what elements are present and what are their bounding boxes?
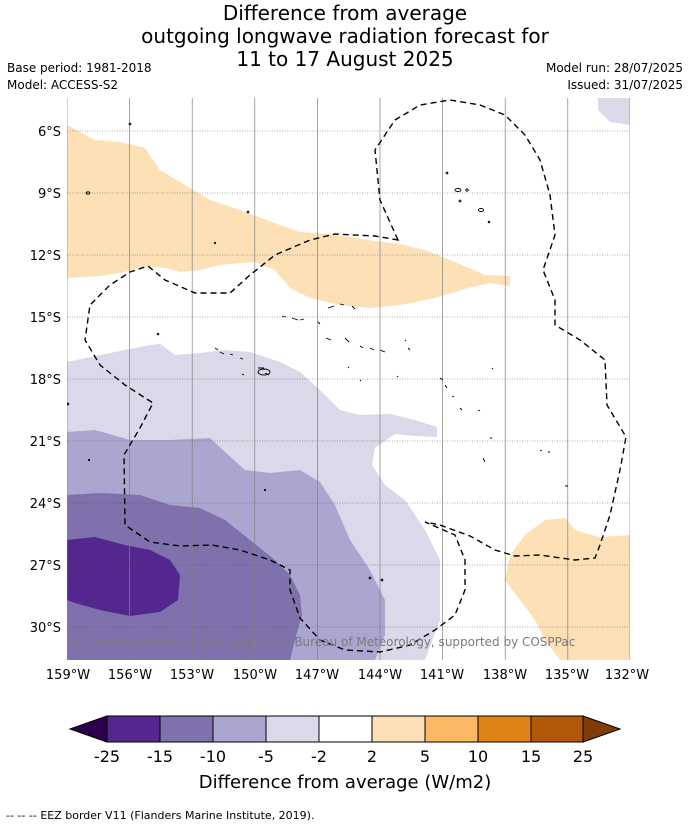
lat-tick-label: 9°S <box>38 187 61 202</box>
colorbar-segment <box>477 715 532 743</box>
colorbar-over-arrow <box>582 715 622 743</box>
lat-tick-label: 6°S <box>38 125 61 140</box>
title-line-1: Difference from average <box>222 1 468 25</box>
latitude-tick-labels: 6°S 9°S 12°S 15°S 18°S 21°S 24°S 27°S 30… <box>30 125 61 636</box>
lat-tick-label: 27°S <box>30 559 61 574</box>
island-cluster <box>214 347 270 376</box>
colorbar-tick-label: -2 <box>311 747 327 766</box>
colorbar-segment <box>265 715 320 743</box>
title-line-2: outgoing longwave radiation forecast for <box>141 24 549 48</box>
island-marker <box>257 368 271 376</box>
island-marker <box>213 241 217 245</box>
lon-tick-label: 141°W <box>420 668 464 683</box>
island-marker <box>67 402 70 406</box>
island-cluster <box>347 366 568 487</box>
lon-tick-label: 150°W <box>233 668 277 683</box>
anomaly-region-deepest-purple <box>67 537 180 616</box>
lon-tick-label: 156°W <box>108 668 152 683</box>
colorbar-segment <box>424 715 479 743</box>
colorbar-tick-label: -15 <box>147 747 173 766</box>
colorbar-segment <box>318 715 373 743</box>
copyright-text: © Commonwealth of Australia 2025, Bureau… <box>70 635 575 649</box>
lat-tick-label: 18°S <box>30 373 61 388</box>
anomaly-fields: © Commonwealth of Australia 2025, Bureau… <box>67 98 630 660</box>
eez-legend: -- -- -- EEZ border V11 (Flanders Marine… <box>6 809 314 822</box>
colorbar-segment <box>530 715 584 743</box>
island-marker <box>465 188 469 192</box>
lon-tick-label: 132°W <box>605 668 649 683</box>
anomaly-region-dark-purple <box>67 493 302 660</box>
island-marker <box>263 488 267 492</box>
map-figure: © Commonwealth of Australia 2025, Bureau… <box>30 98 649 793</box>
eez-legend-symbol: -- -- -- <box>6 809 37 822</box>
base-period-text: Base period: 1981-2018 <box>7 61 152 75</box>
lon-tick-label: 135°W <box>545 668 589 683</box>
island-marker <box>454 188 462 192</box>
eez-legend-text: EEZ border V11 (Flanders Marine Institut… <box>40 809 315 822</box>
longitude-tick-labels: 159°W 156°W 153°W 150°W 147°W 144°W 141°… <box>46 668 649 683</box>
island-marker <box>368 576 372 580</box>
colorbar-tick-label: -10 <box>200 747 226 766</box>
island-marker <box>156 332 160 336</box>
colorbar-segment <box>212 715 267 743</box>
colorbar-segment <box>106 715 161 743</box>
model-text: Model: ACCESS-S2 <box>7 78 119 92</box>
title-line-3: 11 to 17 August 2025 <box>236 47 454 71</box>
colorbar-tick-label: 2 <box>367 747 377 766</box>
colorbar-tick-label: 5 <box>420 747 430 766</box>
islands <box>67 122 568 582</box>
colorbar-tick-label: -25 <box>94 747 120 766</box>
island-marker <box>85 191 91 195</box>
colorbar: -25 -15 -10 -5 -2 2 5 10 15 25 Differenc… <box>68 715 622 793</box>
lat-tick-label: 21°S <box>30 435 61 450</box>
island-marker <box>246 210 250 214</box>
lat-tick-label: 15°S <box>30 311 61 326</box>
lat-tick-label: 30°S <box>30 621 61 636</box>
colorbar-title: Difference from average (W/m2) <box>199 772 491 793</box>
colorbar-tick-label: 15 <box>521 747 541 766</box>
island-cluster <box>281 303 411 353</box>
lat-tick-label: 12°S <box>30 249 61 264</box>
lon-tick-label: 159°W <box>46 668 90 683</box>
colorbar-segment <box>371 715 426 743</box>
anomaly-region-light-orange-band <box>67 125 510 308</box>
eez-border-french-polynesia <box>84 99 627 653</box>
colorbar-tick-label: 25 <box>573 747 593 766</box>
island-marker <box>445 171 449 175</box>
lon-tick-label: 144°W <box>358 668 402 683</box>
colorbar-segment <box>159 715 214 743</box>
island-marker <box>380 578 384 582</box>
model-run-text: Model run: 28/07/2025 <box>545 61 683 75</box>
island-marker <box>87 458 91 462</box>
island-marker <box>487 220 491 224</box>
colorbar-tick-label: 10 <box>468 747 488 766</box>
island-marker <box>478 208 484 212</box>
lon-tick-label: 138°W <box>483 668 527 683</box>
anomaly-region-light-purple-ne <box>598 98 630 125</box>
colorbar-tick-label: -5 <box>258 747 274 766</box>
lat-tick-label: 24°S <box>30 497 61 512</box>
colorbar-under-arrow <box>68 715 108 743</box>
island-marker <box>458 199 462 203</box>
lon-tick-label: 153°W <box>170 668 214 683</box>
issued-text: Issued: 31/07/2025 <box>567 78 683 92</box>
island-marker <box>128 122 132 126</box>
lon-tick-label: 147°W <box>295 668 339 683</box>
